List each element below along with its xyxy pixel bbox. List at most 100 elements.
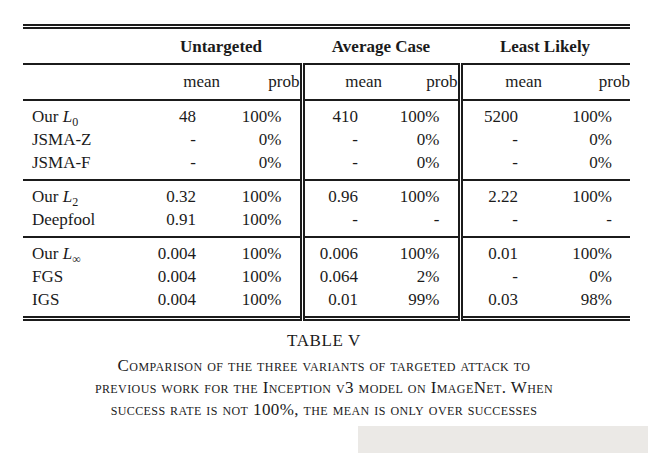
row-label: Deepfool <box>23 208 140 237</box>
row-label-text: Our <box>32 187 63 206</box>
sub-header-mean: mean <box>302 64 382 100</box>
sub-header-prob: prob <box>382 64 460 100</box>
table-row: IGS 0.004 100% 0.01 99% 0.03 98% <box>23 288 630 319</box>
data-cell: 98% <box>542 288 630 319</box>
data-cell: 0.96 <box>302 180 382 208</box>
data-cell: 0% <box>382 128 460 151</box>
data-cell: 0.004 <box>140 288 220 319</box>
row-label: Our L2 <box>23 180 140 208</box>
data-cell: 0% <box>382 151 460 180</box>
data-cell: 100% <box>542 237 630 265</box>
data-cell: 0.03 <box>460 288 542 319</box>
caption-line: previous work for the Inception v3 model… <box>0 377 648 399</box>
row-label: JSMA-Z <box>23 128 140 151</box>
data-cell: - <box>460 208 542 237</box>
row-label-math: L <box>63 244 72 263</box>
data-cell: 0.004 <box>140 265 220 288</box>
data-cell: 410 <box>302 100 382 128</box>
sub-header-prob: prob <box>542 64 630 100</box>
data-cell: 100% <box>382 100 460 128</box>
corner-cell <box>23 27 140 65</box>
table-row: Our L0 48 100% 410 100% 5200 100% <box>23 100 630 128</box>
data-cell: 48 <box>140 100 220 128</box>
row-label-text: FGS <box>32 267 63 286</box>
row-label-text: Deepfool <box>32 210 95 229</box>
data-cell: - <box>460 265 542 288</box>
row-label-math: L <box>63 187 72 206</box>
data-cell: 100% <box>220 208 302 237</box>
data-cell: 0.32 <box>140 180 220 208</box>
sub-header-prob: prob <box>220 64 302 100</box>
block-l2: Our L2 0.32 100% 0.96 100% 2.22 100% Dee… <box>23 180 630 237</box>
data-cell: - <box>542 208 630 237</box>
row-label: FGS <box>23 265 140 288</box>
data-cell: - <box>460 151 542 180</box>
data-cell: - <box>302 151 382 180</box>
table-caption: TABLE V Comparison of the three variants… <box>0 330 648 421</box>
row-label-math: L <box>63 107 72 126</box>
table-row: JSMA-F - 0% - 0% - 0% <box>23 151 630 180</box>
row-label-text: IGS <box>32 290 59 309</box>
block-linf: Our L∞ 0.004 100% 0.006 100% 0.01 100% F… <box>23 237 630 319</box>
data-cell: 100% <box>220 237 302 265</box>
data-cell: 100% <box>220 180 302 208</box>
data-cell: 100% <box>542 100 630 128</box>
group-header-row: Untargeted Average Case Least Likely <box>23 27 630 65</box>
row-label-text: Our <box>32 244 63 263</box>
row-label-text: Our <box>32 107 63 126</box>
data-cell: - <box>140 151 220 180</box>
row-label: Our L0 <box>23 100 140 128</box>
data-cell: 0.004 <box>140 237 220 265</box>
row-label-text: JSMA-Z <box>32 130 92 149</box>
data-cell: - <box>140 128 220 151</box>
data-cell: 100% <box>542 180 630 208</box>
data-cell: 0% <box>542 128 630 151</box>
data-cell: 99% <box>382 288 460 319</box>
group-header-least-likely: Least Likely <box>460 27 630 65</box>
data-cell: - <box>382 208 460 237</box>
data-cell: 100% <box>220 288 302 319</box>
sub-header-mean: mean <box>140 64 220 100</box>
sub-header-mean: mean <box>460 64 542 100</box>
data-cell: - <box>302 208 382 237</box>
data-cell: 0.006 <box>302 237 382 265</box>
data-cell: 0.01 <box>460 237 542 265</box>
data-cell: 2.22 <box>460 180 542 208</box>
block-l0: Our L0 48 100% 410 100% 5200 100% JSMA-Z… <box>23 100 630 180</box>
results-table: Untargeted Average Case Least Likely mea… <box>23 24 630 321</box>
table-row: Our L∞ 0.004 100% 0.006 100% 0.01 100% <box>23 237 630 265</box>
corner-cell <box>23 64 140 100</box>
data-cell: 2% <box>382 265 460 288</box>
row-label-text: JSMA-F <box>32 153 91 172</box>
row-label-sub: ∞ <box>72 252 81 266</box>
data-cell: 100% <box>220 265 302 288</box>
data-cell: 0% <box>220 128 302 151</box>
data-cell: 0.064 <box>302 265 382 288</box>
group-header-average-case: Average Case <box>302 27 460 65</box>
table-row: Our L2 0.32 100% 0.96 100% 2.22 100% <box>23 180 630 208</box>
data-cell: 100% <box>220 100 302 128</box>
table-row: JSMA-Z - 0% - 0% - 0% <box>23 128 630 151</box>
row-label: IGS <box>23 288 140 319</box>
row-label: JSMA-F <box>23 151 140 180</box>
data-cell: 0.91 <box>140 208 220 237</box>
data-cell: 0% <box>542 265 630 288</box>
scan-artifact <box>358 426 648 453</box>
sub-header-row: mean prob mean prob mean prob <box>23 64 630 100</box>
paper-table-figure: Untargeted Average Case Least Likely mea… <box>0 0 648 453</box>
data-cell: 100% <box>382 180 460 208</box>
data-cell: - <box>302 128 382 151</box>
data-cell: 0% <box>220 151 302 180</box>
data-cell: 0% <box>542 151 630 180</box>
caption-line: success rate is not 100%, the mean is on… <box>0 399 648 421</box>
data-cell: 100% <box>382 237 460 265</box>
table-row: FGS 0.004 100% 0.064 2% - 0% <box>23 265 630 288</box>
row-label: Our L∞ <box>23 237 140 265</box>
data-cell: 0.01 <box>302 288 382 319</box>
caption-line: Comparison of the three variants of targ… <box>0 355 648 377</box>
table-row: Deepfool 0.91 100% - - - - <box>23 208 630 237</box>
caption-label: TABLE V <box>0 330 648 352</box>
data-cell: - <box>460 128 542 151</box>
group-header-untargeted: Untargeted <box>140 27 302 65</box>
data-cell: 5200 <box>460 100 542 128</box>
